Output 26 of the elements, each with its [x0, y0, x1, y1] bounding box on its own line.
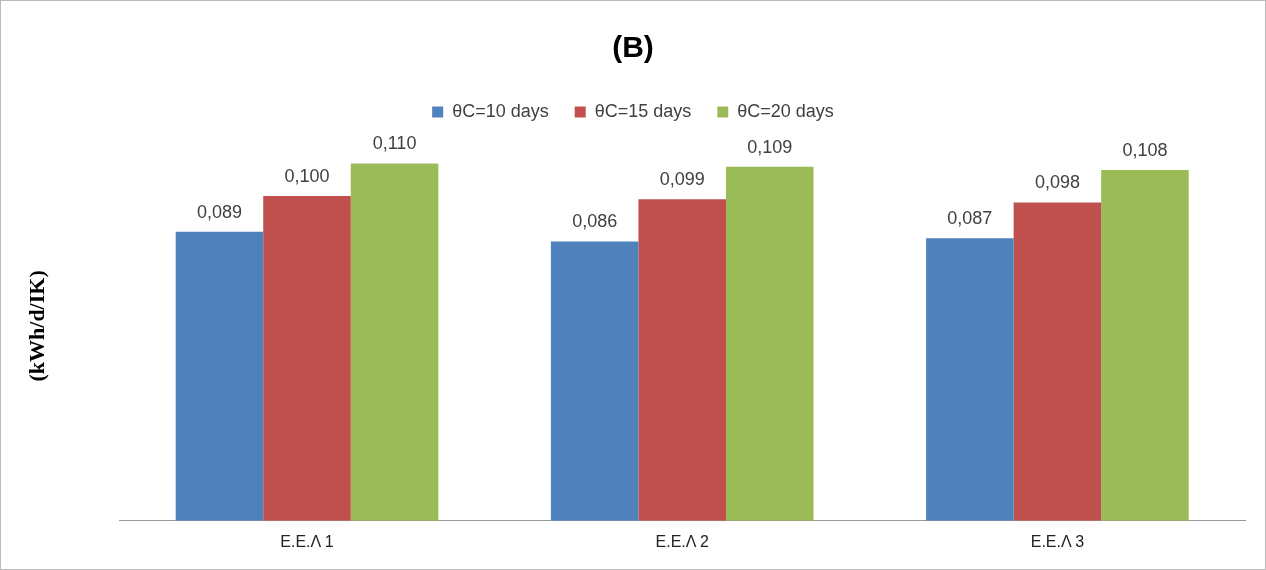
data-label: 0,099: [659, 169, 705, 190]
legend-label: θC=10 days: [452, 100, 549, 121]
data-label: 0,100: [284, 165, 330, 186]
chart-title: (B): [612, 30, 654, 64]
data-label: 0,110: [372, 133, 417, 154]
bar: [638, 199, 726, 521]
legend-label: θC=20 days: [737, 100, 834, 121]
bar: [175, 231, 264, 521]
bar: [1013, 202, 1102, 521]
x-tick-label: Ε.Ε.Λ 3: [1030, 532, 1085, 550]
data-label: 0,109: [747, 136, 793, 157]
bar: [550, 241, 639, 521]
data-label: 0,087: [947, 208, 993, 229]
x-tick-label: Ε.Ε.Λ 1: [280, 532, 334, 550]
bar: [926, 238, 1014, 521]
data-label: 0,098: [1034, 172, 1080, 193]
bar: [350, 163, 439, 521]
y-axis-title: (kWh/d/IK): [23, 270, 49, 382]
legend-label: θC=15 days: [594, 100, 692, 121]
bar: [725, 166, 814, 521]
bar: [263, 195, 351, 521]
x-tick-label: Ε.Ε.Λ 2: [655, 532, 709, 550]
data-label: 0,089: [196, 201, 242, 222]
data-label: 0,086: [572, 211, 618, 232]
bar: [1101, 169, 1189, 521]
data-label: 0,108: [1122, 139, 1168, 160]
